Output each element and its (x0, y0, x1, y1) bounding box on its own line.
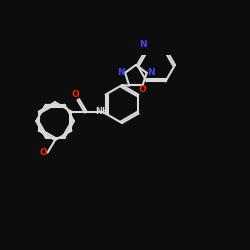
Text: O: O (40, 148, 48, 157)
Text: N: N (139, 40, 146, 48)
Text: NH: NH (95, 107, 109, 116)
Text: N: N (147, 68, 154, 77)
Text: O: O (71, 90, 79, 99)
Text: N: N (118, 68, 125, 77)
Text: O: O (139, 86, 146, 94)
